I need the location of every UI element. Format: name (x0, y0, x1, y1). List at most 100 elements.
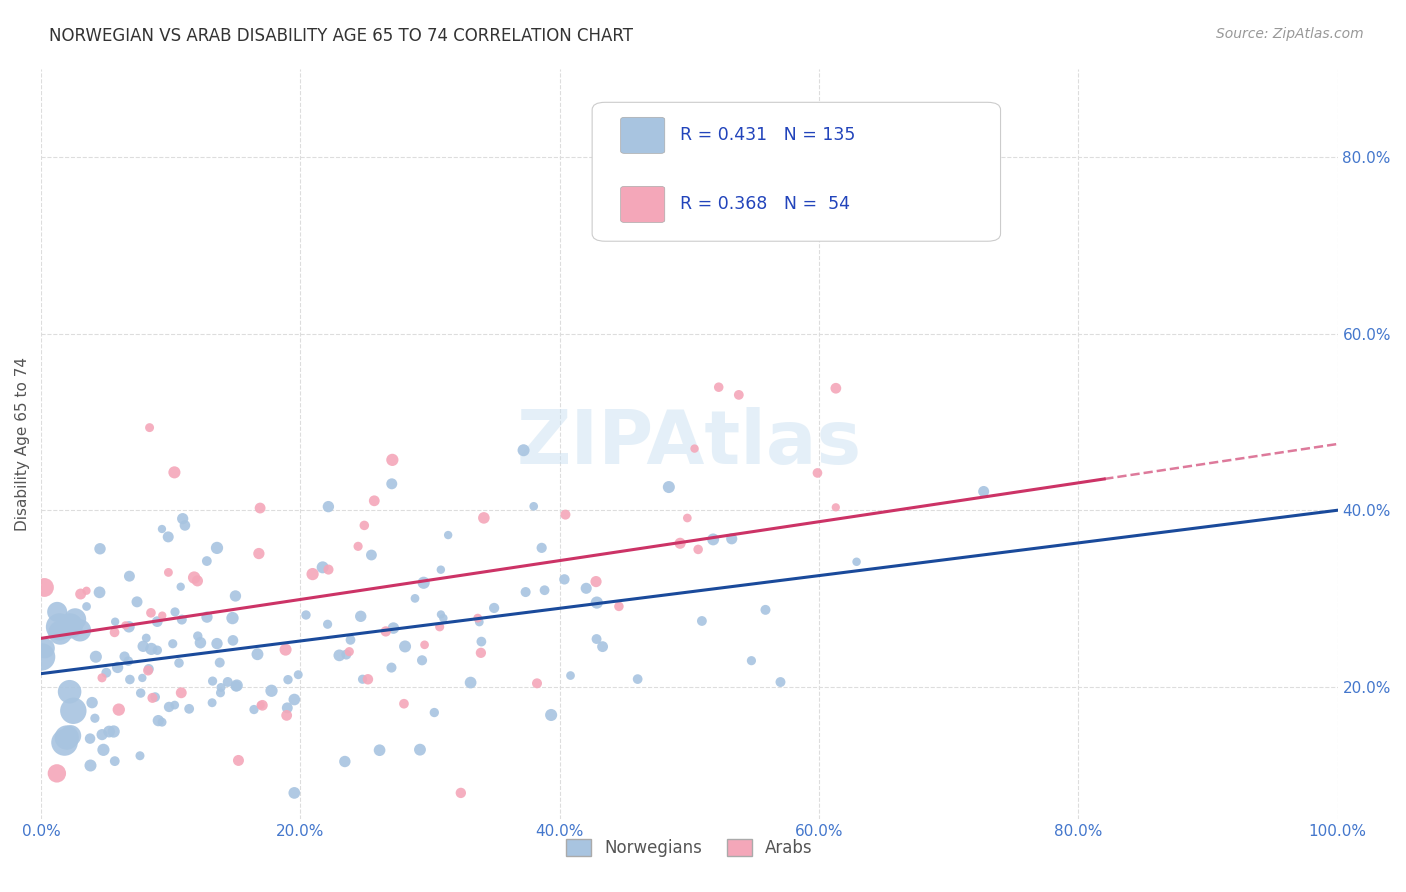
Point (368, 743, 391, 757)
Point (554, 508, 576, 522)
Point (311, 560, 333, 574)
Point (260, 683, 283, 698)
Point (103, 625, 125, 640)
Point (62, 704, 84, 718)
Point (460, 675, 482, 690)
Point (79, 731, 101, 746)
Point (720, 532, 742, 546)
Point (201, 696, 224, 710)
Point (170, 686, 193, 700)
Point (205, 541, 228, 555)
Point (658, 480, 681, 494)
Point (138, 420, 160, 434)
Point (249, 698, 271, 713)
Point (195, 610, 218, 624)
Point (382, 621, 405, 635)
Point (352, 672, 374, 686)
Point (76, 583, 98, 598)
Point (167, 656, 190, 670)
Point (150, 608, 173, 623)
Point (540, 708, 562, 723)
Point (472, 511, 495, 525)
Point (316, 617, 339, 632)
Point (114, 618, 136, 632)
Point (222, 633, 245, 648)
Point (318, 500, 340, 514)
Point (246, 647, 269, 661)
Point (138, 662, 160, 676)
Point (468, 615, 491, 629)
Point (228, 754, 250, 768)
Point (411, 653, 433, 667)
Point (139, 606, 162, 620)
Point (136, 664, 159, 678)
Point (707, 380, 730, 394)
Point (89, 541, 111, 556)
Point (104, 754, 127, 768)
Point (201, 674, 224, 689)
Point (430, 607, 453, 622)
Point (337, 645, 360, 659)
Point (333, 755, 356, 769)
Point (592, 640, 614, 654)
Point (225, 678, 247, 692)
Point (172, 511, 194, 525)
Point (301, 567, 323, 582)
Point (209, 681, 232, 695)
Text: Source: ZipAtlas.com: Source: ZipAtlas.com (1216, 27, 1364, 41)
Point (467, 611, 489, 625)
Point (209, 686, 232, 700)
Point (409, 742, 432, 756)
Legend: Norwegians, Arabs: Norwegians, Arabs (560, 832, 820, 863)
Point (553, 573, 575, 587)
Point (482, 601, 505, 615)
Point (470, 646, 492, 660)
Point (84, 649, 107, 664)
Point (430, 563, 453, 577)
Point (163, 698, 186, 712)
Point (283, 692, 305, 706)
Point (627, 672, 650, 686)
Point (669, 536, 692, 550)
Point (360, 548, 382, 562)
Point (118, 620, 141, 634)
Point (89, 585, 111, 599)
Point (179, 702, 201, 716)
Point (676, 511, 699, 525)
Point (174, 518, 197, 533)
Point (283, 786, 305, 800)
Point (727, 388, 749, 402)
Point (104, 615, 127, 629)
Point (276, 708, 298, 723)
Point (347, 539, 370, 553)
Point (224, 589, 246, 603)
Point (83, 711, 105, 725)
Point (162, 637, 184, 651)
Point (148, 714, 170, 728)
Point (690, 614, 713, 628)
Point (824, 500, 846, 515)
Point (69, 587, 91, 601)
Point (150, 715, 173, 730)
Point (190, 636, 212, 650)
Point (63, 612, 86, 626)
Point (339, 632, 361, 647)
Point (533, 583, 555, 598)
Point (515, 585, 537, 599)
Point (132, 640, 155, 654)
Point (380, 660, 402, 674)
Point (208, 656, 231, 670)
Point (350, 609, 373, 624)
Point (740, 654, 762, 668)
Point (530, 541, 553, 555)
Point (277, 673, 299, 687)
Point (688, 542, 710, 557)
Point (186, 574, 208, 588)
Text: ZIPAtlas: ZIPAtlas (517, 408, 862, 481)
Point (824, 381, 846, 395)
Point (335, 648, 357, 662)
Point (48, 620, 70, 634)
Point (59, 619, 82, 633)
Text: NORWEGIAN VS ARAB DISABILITY AGE 65 TO 74 CORRELATION CHART: NORWEGIAN VS ARAB DISABILITY AGE 65 TO 7… (49, 27, 633, 45)
Point (523, 500, 546, 514)
